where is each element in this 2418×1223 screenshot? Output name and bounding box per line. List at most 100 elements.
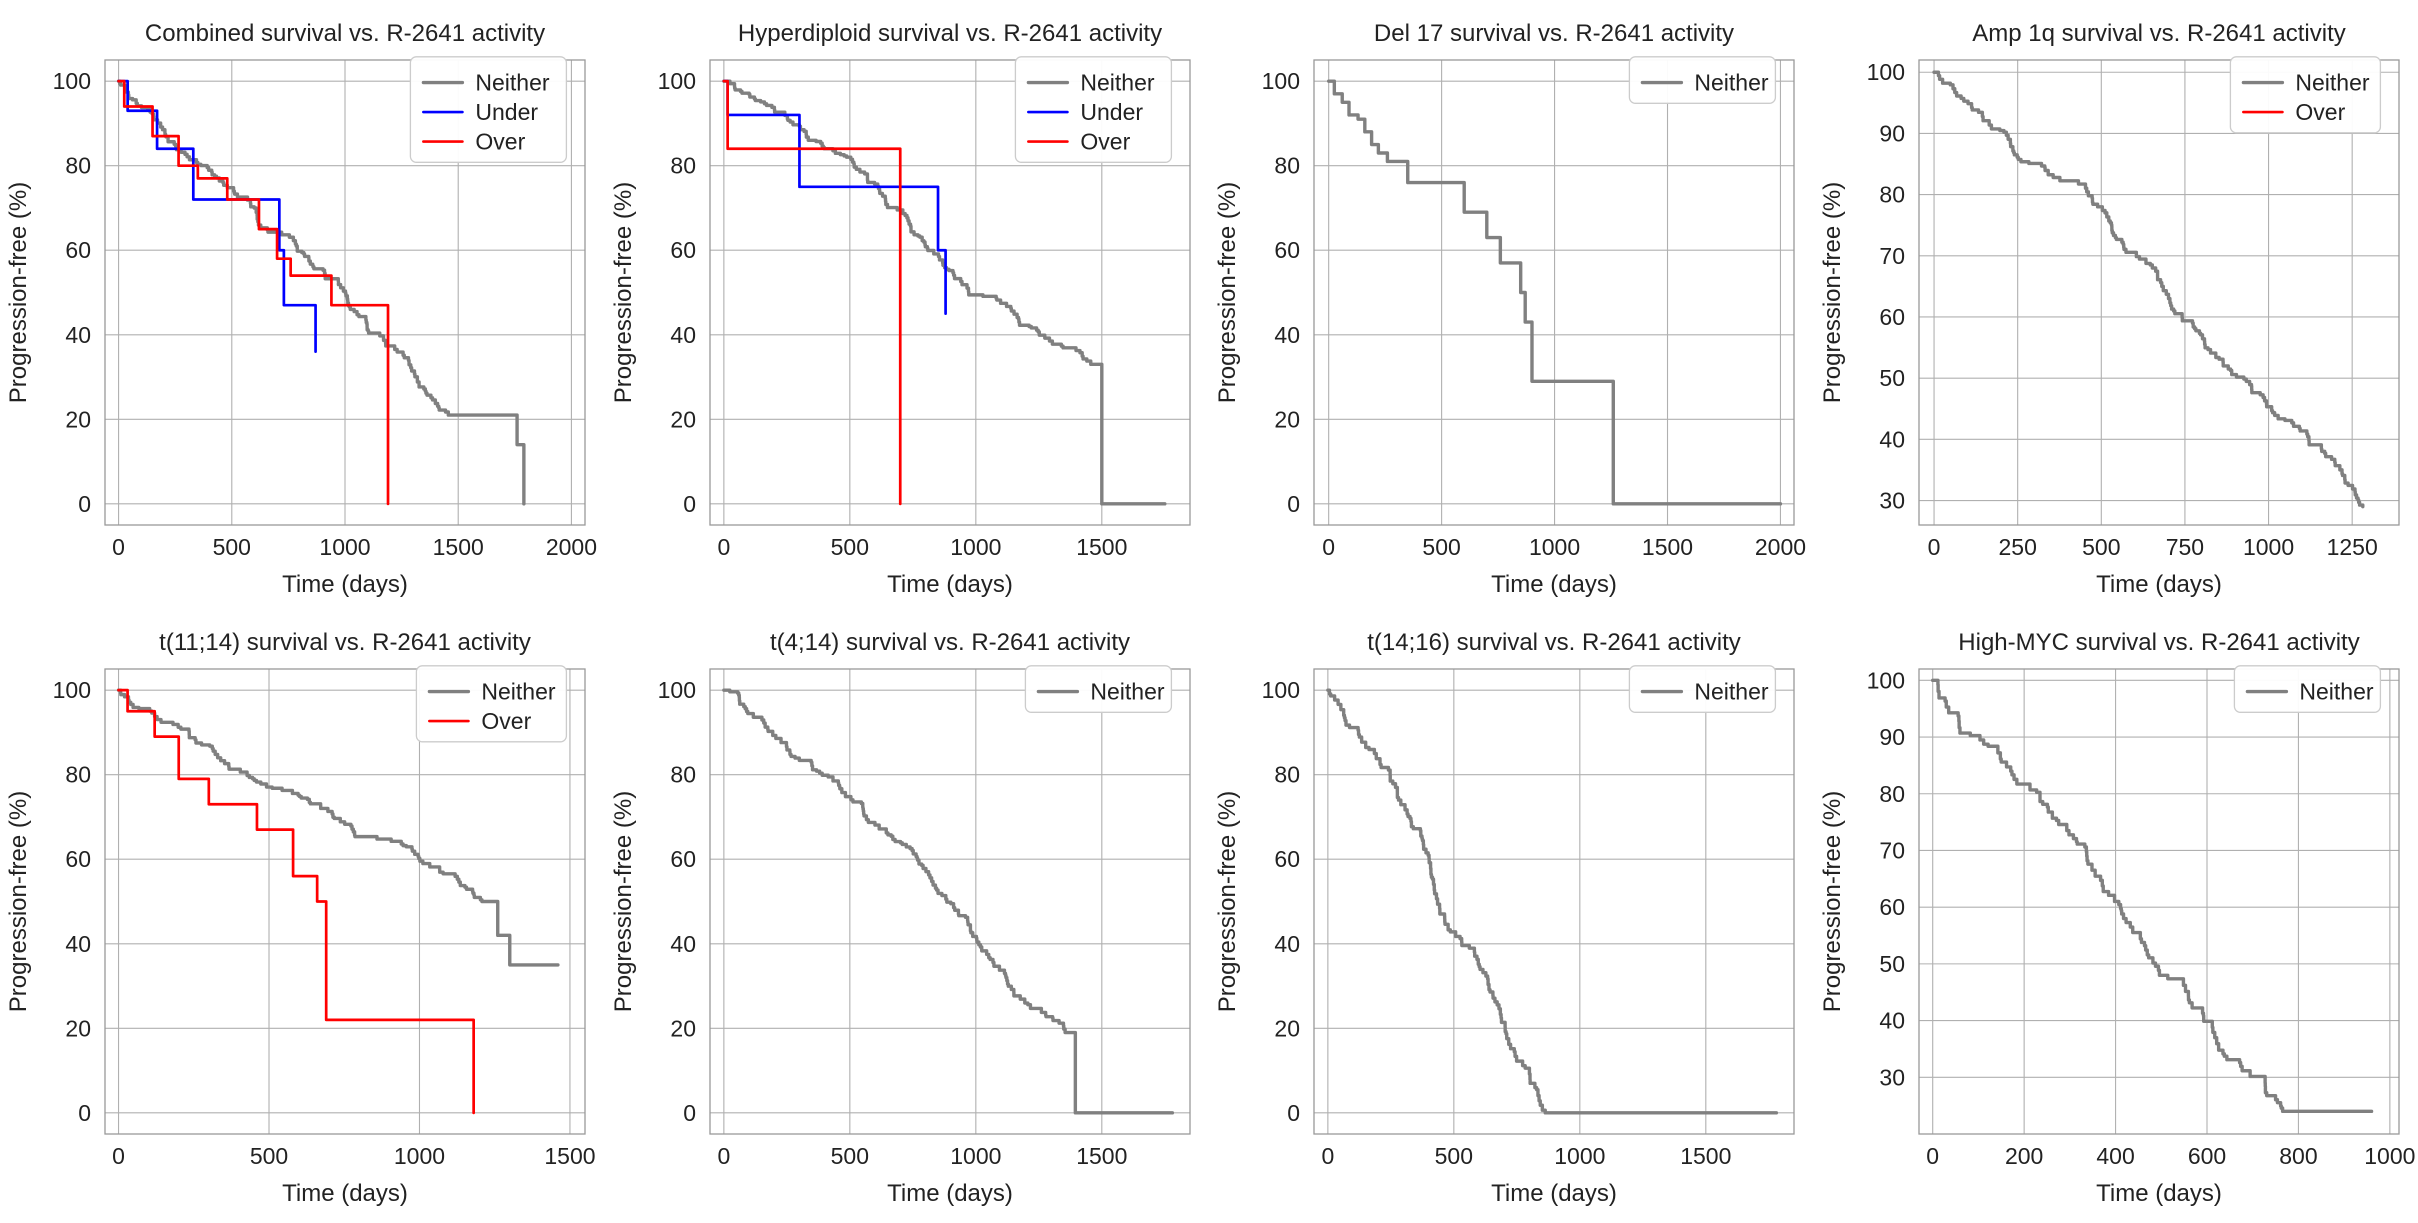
svg-text:Under: Under [475, 99, 538, 125]
svg-text:20: 20 [670, 406, 696, 432]
svg-text:60: 60 [65, 237, 91, 263]
svg-text:50: 50 [1879, 365, 1905, 391]
svg-text:40: 40 [1274, 322, 1300, 348]
svg-text:0: 0 [1321, 1143, 1334, 1169]
svg-text:20: 20 [65, 406, 91, 432]
svg-text:100: 100 [1866, 59, 1904, 85]
svg-text:1000: 1000 [319, 534, 370, 560]
svg-text:100: 100 [1262, 68, 1300, 94]
svg-text:Time (days): Time (days) [1491, 1180, 1617, 1207]
svg-text:0: 0 [112, 1143, 125, 1169]
svg-text:Over: Over [1080, 129, 1130, 155]
svg-text:Neither: Neither [475, 70, 549, 96]
svg-text:80: 80 [1274, 153, 1300, 179]
svg-text:30: 30 [1879, 1064, 1905, 1090]
svg-text:Progression-free (%): Progression-free (%) [1819, 182, 1846, 403]
svg-text:40: 40 [65, 931, 91, 957]
svg-text:Hyperdiploid survival vs. R-26: Hyperdiploid survival vs. R-2641 activit… [737, 20, 1161, 47]
svg-text:Progression-free (%): Progression-free (%) [5, 791, 32, 1012]
svg-text:60: 60 [1879, 304, 1905, 330]
svg-text:100: 100 [1262, 677, 1300, 703]
svg-text:60: 60 [670, 237, 696, 263]
svg-text:0: 0 [1926, 1143, 1939, 1169]
svg-text:1000: 1000 [2364, 1143, 2415, 1169]
svg-text:0: 0 [717, 1143, 730, 1169]
svg-text:Over: Over [475, 129, 525, 155]
svg-text:Neither: Neither [2299, 679, 2373, 705]
svg-text:1500: 1500 [1076, 1143, 1127, 1169]
svg-text:Del 17 survival vs. R-2641 act: Del 17 survival vs. R-2641 activity [1374, 20, 1734, 47]
svg-text:30: 30 [1879, 488, 1905, 514]
svg-text:90: 90 [1879, 724, 1905, 750]
svg-text:1250: 1250 [2326, 534, 2377, 560]
svg-text:Neither: Neither [1090, 679, 1164, 705]
svg-text:60: 60 [670, 846, 696, 872]
svg-text:Combined survival vs. R-2641 a: Combined survival vs. R-2641 activity [145, 20, 545, 47]
svg-text:80: 80 [65, 153, 91, 179]
svg-text:t(14;16) survival vs. R-2641 a: t(14;16) survival vs. R-2641 activity [1367, 629, 1740, 656]
svg-text:Time (days): Time (days) [282, 1180, 408, 1207]
svg-text:20: 20 [670, 1015, 696, 1041]
svg-text:750: 750 [2165, 534, 2203, 560]
svg-text:500: 500 [830, 534, 868, 560]
svg-text:500: 500 [1435, 1143, 1473, 1169]
svg-text:Progression-free (%): Progression-free (%) [1214, 791, 1241, 1012]
svg-text:80: 80 [1274, 762, 1300, 788]
svg-text:0: 0 [112, 534, 125, 560]
svg-text:20: 20 [1274, 1015, 1300, 1041]
svg-text:90: 90 [1879, 120, 1905, 146]
svg-text:40: 40 [670, 322, 696, 348]
svg-text:2000: 2000 [546, 534, 597, 560]
svg-text:0: 0 [1322, 534, 1335, 560]
svg-text:50: 50 [1879, 951, 1905, 977]
svg-text:80: 80 [670, 153, 696, 179]
svg-text:0: 0 [1287, 491, 1300, 517]
svg-text:Progression-free (%): Progression-free (%) [610, 791, 637, 1012]
svg-text:0: 0 [683, 491, 696, 517]
svg-text:800: 800 [2279, 1143, 2317, 1169]
svg-text:100: 100 [1866, 667, 1904, 693]
svg-text:60: 60 [1879, 894, 1905, 920]
svg-text:1500: 1500 [544, 1143, 595, 1169]
svg-text:1500: 1500 [1642, 534, 1693, 560]
svg-text:500: 500 [830, 1143, 868, 1169]
svg-text:Time (days): Time (days) [1491, 571, 1617, 598]
svg-text:2000: 2000 [1755, 534, 1806, 560]
svg-text:40: 40 [65, 322, 91, 348]
svg-text:1500: 1500 [433, 534, 484, 560]
svg-text:0: 0 [1287, 1100, 1300, 1126]
svg-text:80: 80 [1879, 781, 1905, 807]
svg-text:0: 0 [78, 491, 91, 517]
svg-text:60: 60 [65, 846, 91, 872]
svg-text:100: 100 [657, 68, 695, 94]
svg-text:20: 20 [1274, 406, 1300, 432]
svg-text:Under: Under [1080, 99, 1143, 125]
svg-text:500: 500 [1422, 534, 1460, 560]
svg-text:Over: Over [2295, 99, 2345, 125]
svg-text:20: 20 [65, 1015, 91, 1041]
svg-text:200: 200 [2004, 1143, 2042, 1169]
svg-text:100: 100 [53, 68, 91, 94]
svg-text:Amp 1q survival vs. R-2641 act: Amp 1q survival vs. R-2641 activity [1972, 20, 2345, 47]
svg-text:Time (days): Time (days) [2096, 571, 2222, 598]
svg-text:Neither: Neither [1694, 679, 1768, 705]
svg-text:Time (days): Time (days) [887, 1180, 1013, 1207]
svg-text:Time (days): Time (days) [887, 571, 1013, 598]
svg-text:1000: 1000 [1529, 534, 1580, 560]
svg-text:t(4;14) survival vs. R-2641 ac: t(4;14) survival vs. R-2641 activity [769, 629, 1129, 656]
svg-text:Neither: Neither [1080, 70, 1154, 96]
svg-text:100: 100 [657, 677, 695, 703]
svg-text:500: 500 [250, 1143, 288, 1169]
svg-text:70: 70 [1879, 243, 1905, 269]
svg-text:500: 500 [213, 534, 251, 560]
svg-text:100: 100 [53, 677, 91, 703]
svg-text:1000: 1000 [950, 534, 1001, 560]
svg-text:40: 40 [1274, 931, 1300, 957]
svg-text:40: 40 [1879, 1008, 1905, 1034]
svg-text:Progression-free (%): Progression-free (%) [1214, 182, 1241, 403]
svg-text:1000: 1000 [950, 1143, 1001, 1169]
svg-text:80: 80 [65, 762, 91, 788]
svg-text:Progression-free (%): Progression-free (%) [1819, 791, 1846, 1012]
svg-text:High-MYC survival vs. R-2641 a: High-MYC survival vs. R-2641 activity [1958, 629, 2359, 656]
svg-text:70: 70 [1879, 837, 1905, 863]
